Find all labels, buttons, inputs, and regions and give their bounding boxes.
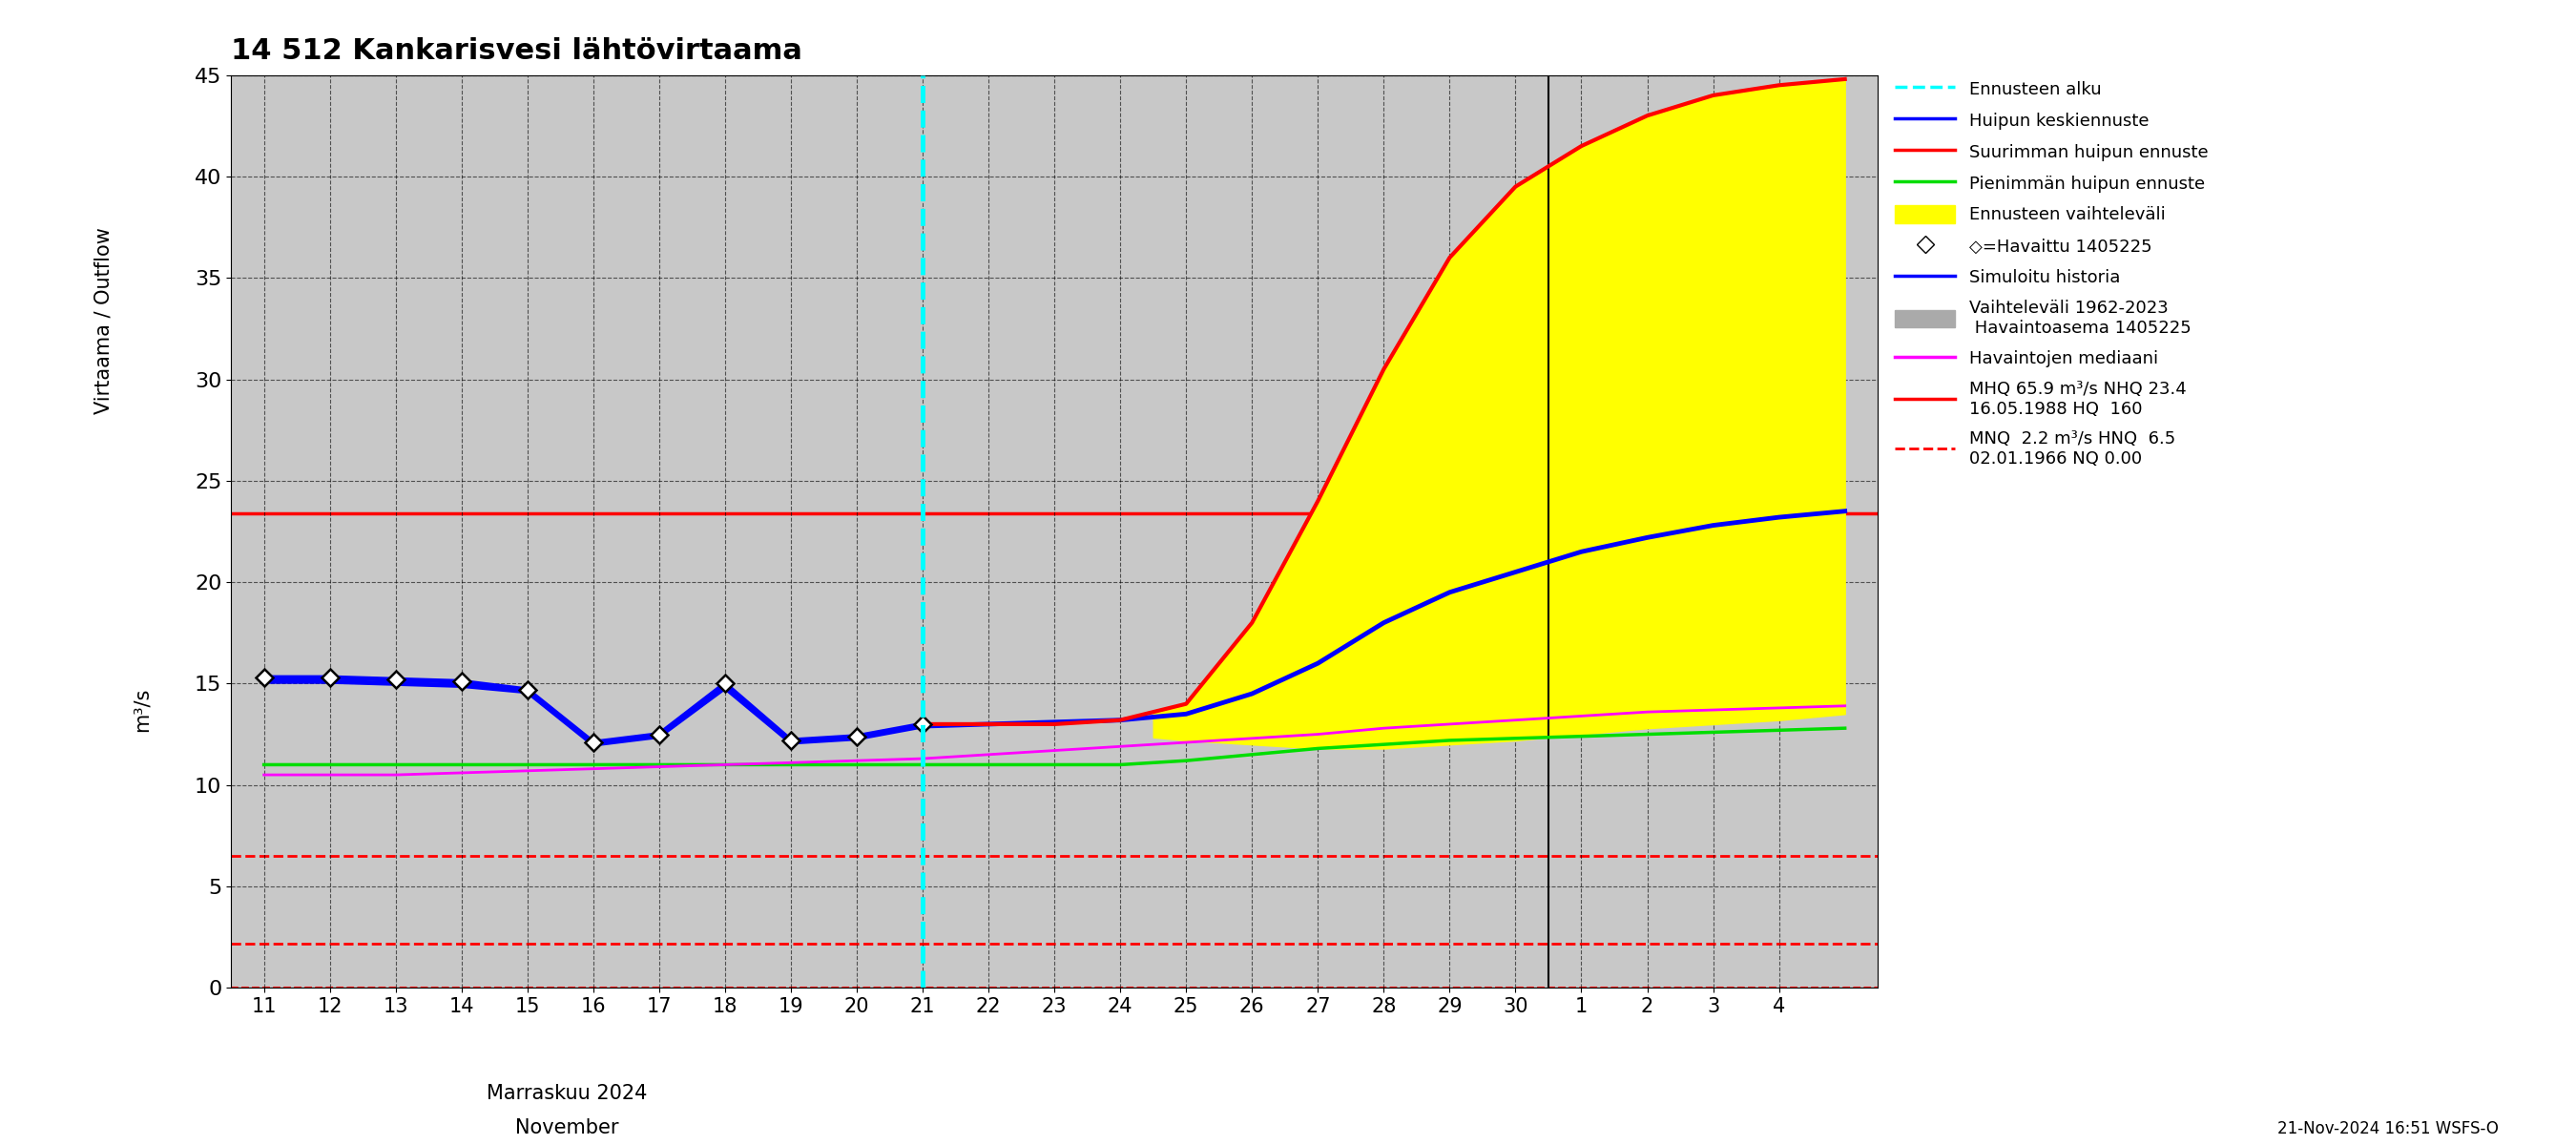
Text: November: November (515, 1119, 618, 1137)
Text: Marraskuu 2024: Marraskuu 2024 (487, 1084, 647, 1103)
Text: m³/s: m³/s (131, 688, 152, 732)
Text: 14 512 Kankarisvesi lähtövirtaama: 14 512 Kankarisvesi lähtövirtaama (232, 37, 801, 65)
Text: Virtaama / Outflow: Virtaama / Outflow (93, 227, 113, 414)
Legend: Ennusteen alku, Huipun keskiennuste, Suurimman huipun ennuste, Pienimmän huipun : Ennusteen alku, Huipun keskiennuste, Suu… (1891, 74, 2213, 473)
Text: 21-Nov-2024 16:51 WSFS-O: 21-Nov-2024 16:51 WSFS-O (2277, 1120, 2499, 1137)
